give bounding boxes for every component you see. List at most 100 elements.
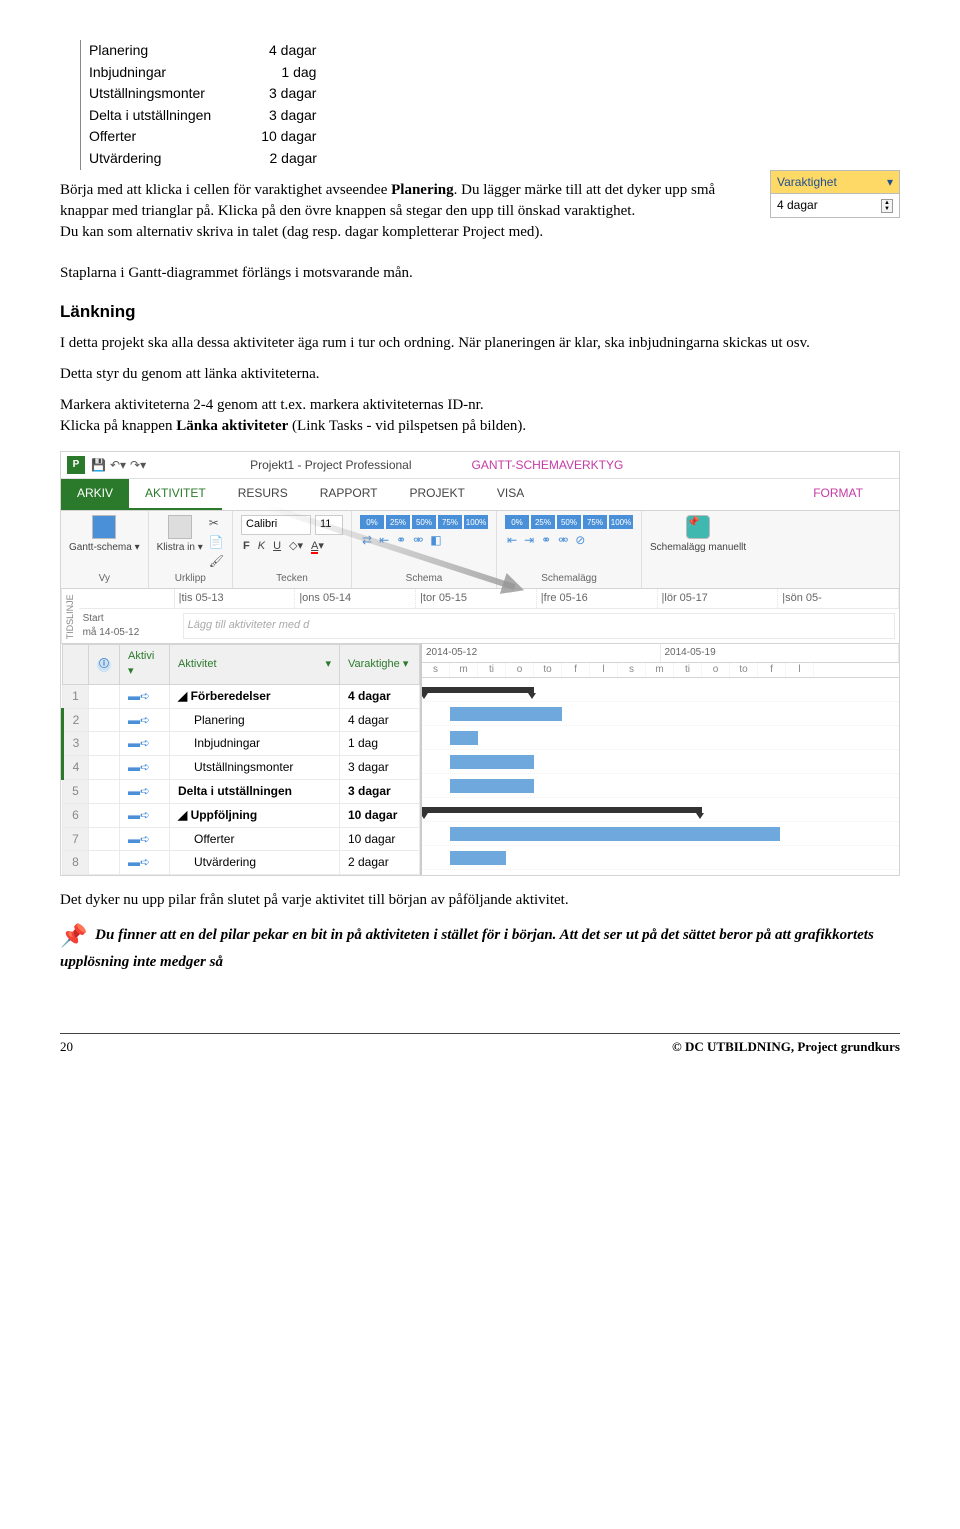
task-name-cell[interactable]: Utvärdering <box>170 851 340 875</box>
task-bar[interactable] <box>450 755 534 769</box>
gantt-row[interactable]: 7 ▬➪ Offerter 10 dagar <box>63 827 420 851</box>
move-right-icon[interactable]: ⇥ <box>522 532 536 549</box>
gantt-bar-row <box>422 702 899 726</box>
undo-icon[interactable]: ↶▾ <box>110 457 126 474</box>
day-header: f <box>562 663 590 677</box>
gantt-bar-row <box>422 750 899 774</box>
link-icon[interactable]: ⚭ <box>539 532 553 549</box>
clipboard-icon <box>168 515 192 539</box>
duration-cell[interactable]: 4 dagar <box>340 684 420 708</box>
font-color-icon[interactable]: A▾ <box>309 539 326 554</box>
task-bar[interactable] <box>450 851 506 865</box>
task-name-cell[interactable]: Delta i utställningen <box>170 779 340 803</box>
summary-bar[interactable] <box>422 807 702 813</box>
duration-cell[interactable]: 3 dagar <box>340 756 420 780</box>
split-task-icon[interactable]: ◧ <box>428 532 443 549</box>
varaktighet-value[interactable]: 4 dagar <box>777 197 818 214</box>
timeline-add-placeholder[interactable]: Lägg till aktiviteter med d <box>183 613 895 638</box>
move-left-icon[interactable]: ⇤ <box>505 532 519 549</box>
task-name-cell[interactable]: ◢ Uppföljning <box>170 803 340 827</box>
task-name-cell[interactable]: Offerter <box>170 827 340 851</box>
unlink-tasks-icon[interactable]: ⚮ <box>411 532 425 549</box>
row-number[interactable]: 6 <box>63 803 89 827</box>
task-mode-icon: ▬➪ <box>128 808 150 822</box>
underline-button[interactable]: U <box>271 539 283 554</box>
task-name-cell[interactable]: Utställningsmonter <box>170 756 340 780</box>
fill-color-icon[interactable]: ◇▾ <box>287 539 305 554</box>
gantt-bar-row <box>422 822 899 846</box>
task-name-cell[interactable]: ◢ Förberedelser <box>170 684 340 708</box>
row-number[interactable]: 5 <box>63 779 89 803</box>
spinner-control[interactable]: ▲▼ <box>881 199 893 213</box>
project-screenshot: P 💾 ↶▾ ↷▾ Projekt1 - Project Professiona… <box>60 451 900 876</box>
dropdown-icon[interactable]: ▾ <box>887 174 893 191</box>
col-task[interactable]: Aktivitet ▾ <box>170 644 340 684</box>
gantt-row[interactable]: 5 ▬➪ Delta i utställningen 3 dagar <box>63 779 420 803</box>
day-header: f <box>758 663 786 677</box>
task-bar[interactable] <box>450 731 478 745</box>
footer-copyright: © DC UTBILDNING, Project grundkurs <box>672 1038 900 1056</box>
gantt-row[interactable]: 6 ▬➪ ◢ Uppföljning 10 dagar <box>63 803 420 827</box>
row-number[interactable]: 1 <box>63 684 89 708</box>
summary-bar[interactable] <box>422 687 534 693</box>
redo-icon[interactable]: ↷▾ <box>130 457 146 474</box>
task-bar[interactable] <box>450 779 534 793</box>
row-number[interactable]: 8 <box>63 851 89 875</box>
gantt-row[interactable]: 3 ▬➪ Inbjudningar 1 dag <box>63 732 420 756</box>
col-info[interactable]: ⓘ <box>89 644 120 684</box>
page-footer: 20 © DC UTBILDNING, Project grundkurs <box>60 1033 900 1056</box>
day-header: to <box>534 663 562 677</box>
ribbon-tabs: ARKIV AKTIVITET RESURS RAPPORT PROJEKT V… <box>61 479 899 511</box>
tab-resurs[interactable]: RESURS <box>222 479 304 510</box>
gantt-row[interactable]: 1 ▬➪ ◢ Förberedelser 4 dagar <box>63 684 420 708</box>
col-duration[interactable]: Varaktighe ▾ <box>340 644 420 684</box>
tab-visa[interactable]: VISA <box>481 479 540 510</box>
timeline-date: |sön 05- <box>778 589 899 608</box>
save-icon[interactable]: 💾 <box>91 457 106 474</box>
row-number[interactable]: 7 <box>63 827 89 851</box>
col-mode[interactable]: Aktivi ▾ <box>120 644 170 684</box>
timeline-date: |lör 05-17 <box>658 589 779 608</box>
ribbon-group-manual: 📌 Schemalägg manuellt <box>642 511 754 587</box>
unlink-icon[interactable]: ⚮ <box>556 532 570 549</box>
paste-button[interactable]: Klistra in ▾ <box>157 515 203 555</box>
italic-button[interactable]: K <box>256 539 267 554</box>
initial-table-row: Utvärdering2 dagar <box>81 148 327 170</box>
timeline-start-date: må 14-05-12 <box>83 627 140 638</box>
duration-cell[interactable]: 10 dagar <box>340 803 420 827</box>
task-name-cell[interactable]: Inbjudningar <box>170 732 340 756</box>
tab-rapport[interactable]: RAPPORT <box>304 479 394 510</box>
gantt-bar-row <box>422 726 899 750</box>
gantt-row[interactable]: 8 ▬➪ Utvärdering 2 dagar <box>63 851 420 875</box>
varaktighet-cell-example: Varaktighet ▾ 4 dagar ▲▼ <box>770 170 900 219</box>
task-name-cell[interactable]: Planering <box>170 708 340 732</box>
gantt-row[interactable]: 4 ▬➪ Utställningsmonter 3 dagar <box>63 756 420 780</box>
schedule-manually-button[interactable]: 📌 Schemalägg manuellt <box>650 515 746 555</box>
gantt-row[interactable]: 2 ▬➪ Planering 4 dagar <box>63 708 420 732</box>
cut-icon[interactable]: ✂ <box>209 515 224 532</box>
row-number[interactable]: 4 <box>63 756 89 780</box>
row-number[interactable]: 3 <box>63 732 89 756</box>
gantt-schema-button[interactable]: Gantt-schema ▾ <box>69 515 140 555</box>
percent-complete-buttons-2[interactable]: 0% 25% 50% 75% 100% <box>505 515 633 529</box>
task-bar[interactable] <box>450 707 562 721</box>
tab-arkiv[interactable]: ARKIV <box>61 479 129 510</box>
duration-cell[interactable]: 10 dagar <box>340 827 420 851</box>
bold-button[interactable]: F <box>241 539 252 554</box>
duration-cell[interactable]: 4 dagar <box>340 708 420 732</box>
duration-cell[interactable]: 1 dag <box>340 732 420 756</box>
inactivate-icon[interactable]: ⊘ <box>573 532 587 549</box>
tab-format[interactable]: FORMAT <box>797 479 879 510</box>
varaktighet-header: Varaktighet <box>777 174 837 191</box>
copy-icon[interactable]: 📄 <box>209 534 224 551</box>
format-painter-icon[interactable]: 🖌 <box>209 553 224 570</box>
percent-complete-buttons[interactable]: 0% 25% 50% 75% 100% <box>360 515 488 529</box>
task-bar[interactable] <box>450 827 780 841</box>
row-number[interactable]: 2 <box>63 708 89 732</box>
ribbon-group-tecken: Calibri 11 F K U ◇▾ A▾ Tecken <box>233 511 352 587</box>
tab-projekt[interactable]: PROJEKT <box>394 479 481 510</box>
tab-aktivitet[interactable]: AKTIVITET <box>129 479 222 510</box>
duration-cell[interactable]: 2 dagar <box>340 851 420 875</box>
duration-cell[interactable]: 3 dagar <box>340 779 420 803</box>
heading-lankning: Länkning <box>60 300 900 324</box>
